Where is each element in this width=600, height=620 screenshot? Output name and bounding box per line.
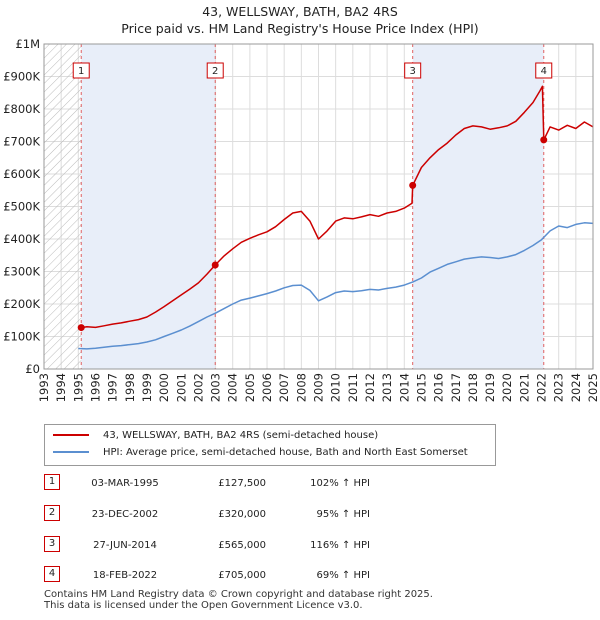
sale-point (211, 261, 219, 269)
sale-price: £127,500 (218, 478, 266, 489)
x-tick-label: 2001 (174, 373, 188, 402)
price-chart: £0 £100K £200K £300K £400K £500K £600K £700K £80… (3, 37, 600, 402)
x-tick-label: 2017 (449, 373, 463, 402)
shaded-band (412, 44, 544, 369)
y-tick-label: £1M (15, 37, 40, 51)
x-tick-label: 1995 (71, 373, 85, 402)
x-tick-label: 2013 (380, 373, 394, 402)
sale-date: 23-DEC-2002 (91, 509, 159, 520)
footer: Contains HM Land Registry data © Crown c… (44, 589, 433, 611)
legend-swatch-hpi (53, 451, 89, 453)
y-tick-label: £500K (3, 200, 40, 214)
footer-licence: This data is licensed under the Open Gov… (44, 600, 363, 611)
sale-price: £565,000 (218, 540, 266, 551)
sale-date: 27-JUN-2014 (93, 540, 157, 551)
x-tick-label: 2016 (432, 373, 446, 402)
sale-date: 18-FEB-2022 (92, 570, 158, 581)
chart-title-block: 43, WELLSWAY, BATH, BA2 4RS Price paid v… (0, 3, 600, 37)
x-tick-label: 2009 (312, 373, 326, 402)
x-tick-label: 1998 (123, 373, 137, 402)
footer-copyright: Contains HM Land Registry data © Crown c… (44, 589, 433, 600)
y-tick-label: £200K (3, 297, 40, 311)
sale-number-label: 4 (541, 66, 547, 77)
sale-point (77, 324, 85, 332)
x-tick-label: 2000 (157, 373, 171, 402)
sale-date: 03-MAR-1995 (91, 478, 159, 489)
sale-row: 4 18-FEB-2022 £705,000 69% ↑ HPI (0, 566, 600, 584)
sale-number-box (535, 62, 553, 79)
sale-number-badge: 2 (44, 505, 60, 521)
x-tick-label: 1997 (106, 373, 120, 402)
x-tick-label: 1996 (88, 373, 102, 402)
sale-number-box (404, 62, 422, 79)
x-tick-label: 2011 (346, 373, 360, 402)
sale-price: £320,000 (218, 509, 266, 520)
x-tick-label: 2007 (277, 373, 291, 402)
x-tick-label: 2012 (363, 373, 377, 402)
x-tick-label: 2021 (517, 373, 531, 402)
y-tick-label: £900K (3, 70, 40, 84)
legend-swatch-property (53, 434, 89, 436)
chart-legend: 43, WELLSWAY, BATH, BA2 4RS (semi-detach… (44, 424, 496, 466)
x-tick-label: 2005 (243, 373, 257, 402)
y-tick-label: £800K (3, 102, 40, 116)
x-tick-label: 2024 (569, 373, 583, 402)
legend-label-hpi: HPI: Average price, semi-detached house,… (103, 447, 468, 458)
x-tick-label: 2019 (483, 373, 497, 402)
chart-subtitle: Price paid vs. HM Land Registry's House … (121, 21, 479, 36)
sale-hpi-change: 95% ↑ HPI (316, 509, 370, 520)
sale-point (540, 136, 548, 144)
sale-hpi-change: 116% ↑ HPI (310, 540, 370, 551)
x-tick-label: 1999 (140, 373, 154, 402)
sale-number-badge: 3 (44, 536, 60, 552)
x-tick-label: 2002 (191, 373, 205, 402)
legend-item-property: 43, WELLSWAY, BATH, BA2 4RS (semi-detach… (53, 428, 378, 444)
y-tick-label: £300K (3, 265, 40, 279)
y-tick-label: £100K (3, 330, 40, 344)
x-tick-label: 2018 (466, 373, 480, 402)
sale-row: 1 03-MAR-1995 £127,500 102% ↑ HPI (0, 474, 600, 492)
x-tick-label: 2025 (586, 373, 600, 402)
sale-hpi-change: 69% ↑ HPI (316, 570, 370, 581)
x-tick-label: 2003 (209, 373, 223, 402)
x-tick-label: 1993 (37, 373, 51, 402)
x-tick-label: 2015 (414, 373, 428, 402)
sale-number-badge: 1 (44, 474, 60, 490)
sale-point (409, 181, 417, 189)
x-tick-label: 1994 (54, 373, 68, 402)
x-tick-label: 2014 (397, 373, 411, 402)
sale-number-label: 2 (212, 66, 218, 77)
x-tick-label: 2010 (329, 373, 343, 402)
x-tick-label: 2006 (260, 373, 274, 402)
property-price-line (81, 85, 594, 329)
sale-hpi-change: 102% ↑ HPI (310, 478, 370, 489)
sale-number-box (72, 62, 90, 79)
chart-title: 43, WELLSWAY, BATH, BA2 4RS (202, 4, 398, 19)
x-tick-label: 2008 (294, 373, 308, 402)
legend-item-hpi: HPI: Average price, semi-detached house,… (53, 445, 468, 461)
y-tick-label: £400K (3, 232, 40, 246)
x-tick-label: 2023 (552, 373, 566, 402)
sale-row: 2 23-DEC-2002 £320,000 95% ↑ HPI (0, 505, 600, 523)
x-tick-label: 2020 (500, 373, 514, 402)
hatched-region (44, 44, 82, 369)
x-tick-label: 2004 (226, 373, 240, 402)
plot-frame (43, 43, 594, 370)
sale-number-badge: 4 (44, 566, 60, 582)
sale-row: 3 27-JUN-2014 £565,000 116% ↑ HPI (0, 536, 600, 554)
sale-price: £705,000 (218, 570, 266, 581)
y-tick-label: £600K (3, 167, 40, 181)
y-tick-label: £700K (3, 135, 40, 149)
sale-number-box (206, 62, 224, 79)
legend-label-property: 43, WELLSWAY, BATH, BA2 4RS (semi-detach… (103, 430, 379, 441)
x-tick-label: 2022 (535, 373, 549, 402)
sale-number-label: 3 (410, 66, 416, 77)
y-tick-label: £0 (25, 362, 40, 376)
hpi-line (78, 222, 594, 350)
shaded-band (81, 44, 216, 369)
sale-number-label: 1 (78, 66, 84, 77)
